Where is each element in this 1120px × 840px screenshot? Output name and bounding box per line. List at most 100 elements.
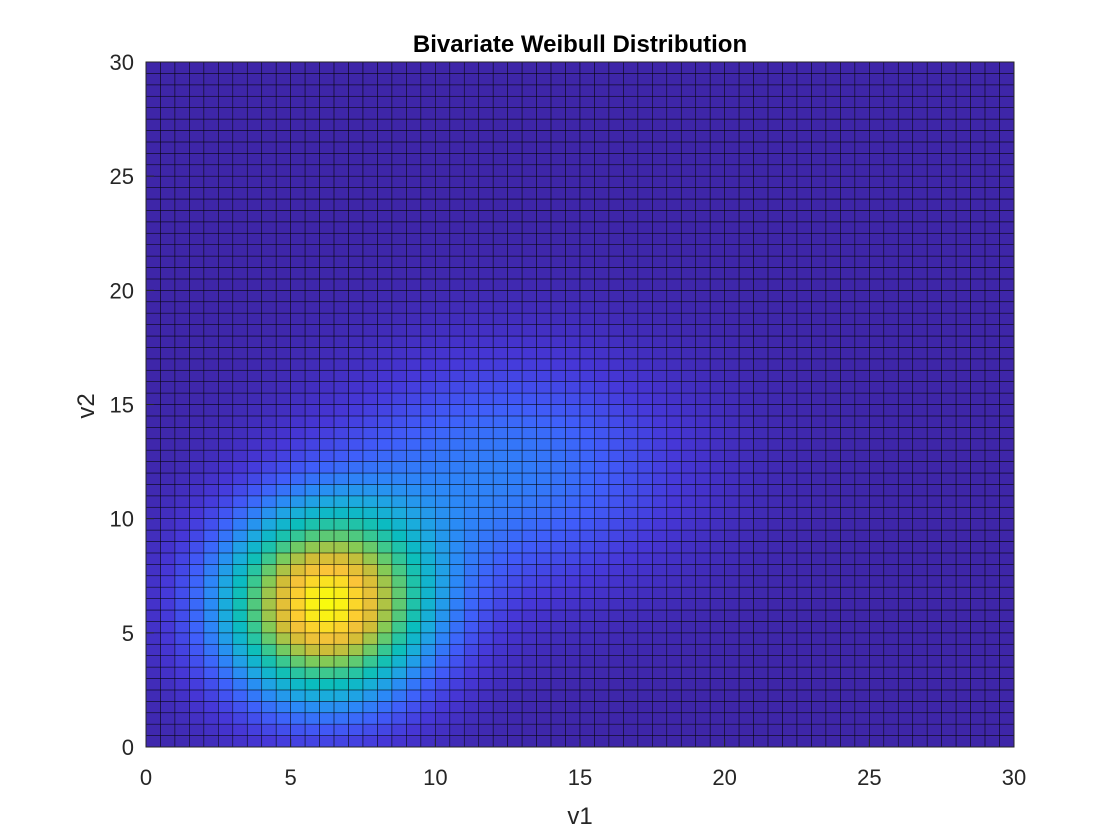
heatmap-cell xyxy=(319,529,335,542)
heatmap-cell xyxy=(594,392,610,405)
heatmap-cell xyxy=(608,575,624,588)
heatmap-cell xyxy=(174,232,190,245)
heatmap-cell xyxy=(246,221,263,234)
heatmap-cell xyxy=(652,324,668,337)
heatmap-cell xyxy=(246,255,263,268)
heatmap-cell xyxy=(463,427,480,440)
heatmap-cell xyxy=(536,609,552,622)
heatmap-cell xyxy=(348,518,364,531)
heatmap-cell xyxy=(897,130,914,143)
heatmap-cell xyxy=(333,164,349,177)
heatmap-cell xyxy=(811,655,827,668)
heatmap-cell xyxy=(955,404,971,417)
heatmap-cell xyxy=(435,438,451,451)
heatmap-cell xyxy=(232,598,248,611)
heatmap-cell xyxy=(290,541,306,554)
heatmap-cell xyxy=(463,666,480,679)
heatmap-cell xyxy=(290,495,306,508)
heatmap-cell xyxy=(695,153,711,166)
heatmap-cell xyxy=(767,392,783,405)
heatmap-cell xyxy=(565,723,581,736)
heatmap-cell xyxy=(680,586,697,599)
heatmap-cell xyxy=(492,598,508,611)
heatmap-cell xyxy=(232,621,248,634)
heatmap-cell xyxy=(507,427,523,440)
heatmap-cell xyxy=(435,107,451,120)
heatmap-cell xyxy=(145,495,161,508)
heatmap-cell xyxy=(232,655,248,668)
heatmap-cell xyxy=(796,586,812,599)
heatmap-cell xyxy=(449,598,465,611)
heatmap-cell xyxy=(377,495,393,508)
heatmap-cell xyxy=(796,84,812,97)
heatmap-cell xyxy=(999,678,1015,691)
heatmap-cell xyxy=(463,586,480,599)
heatmap-cell xyxy=(796,609,812,622)
heatmap-cell xyxy=(999,427,1015,440)
heatmap-cell xyxy=(970,301,986,314)
heatmap-cell xyxy=(811,666,827,679)
heatmap-cell xyxy=(796,198,812,211)
heatmap-cell xyxy=(854,61,870,74)
heatmap-cell xyxy=(666,701,682,714)
heatmap-cell xyxy=(377,518,393,531)
heatmap-cell xyxy=(666,404,682,417)
y-tick-label: 30 xyxy=(110,50,134,75)
heatmap-cell xyxy=(782,210,798,223)
heatmap-cell xyxy=(666,347,682,360)
heatmap-cell xyxy=(391,598,407,611)
heatmap-cell xyxy=(246,358,263,371)
heatmap-cell xyxy=(319,643,335,656)
heatmap-cell xyxy=(767,689,783,702)
heatmap-cell xyxy=(275,427,291,440)
heatmap-cell xyxy=(724,449,740,462)
heatmap-cell xyxy=(970,666,986,679)
heatmap-cell xyxy=(811,678,827,691)
heatmap-cell xyxy=(261,609,277,622)
heatmap-cell xyxy=(912,427,928,440)
heatmap-cell xyxy=(608,598,624,611)
heatmap-cell xyxy=(970,541,986,554)
heatmap-cell xyxy=(160,621,176,634)
heatmap-cell xyxy=(145,586,161,599)
heatmap-cell xyxy=(218,369,234,382)
heatmap-cell xyxy=(941,575,957,588)
heatmap-cell xyxy=(463,735,480,748)
heatmap-cell xyxy=(579,118,595,131)
heatmap-cell xyxy=(637,723,653,736)
heatmap-cell xyxy=(883,95,899,108)
heatmap-cell xyxy=(333,495,349,508)
heatmap-cell xyxy=(521,564,537,577)
heatmap-cell xyxy=(362,187,378,200)
heatmap-cell xyxy=(854,312,870,325)
heatmap-cell xyxy=(521,107,537,120)
heatmap-cell xyxy=(261,141,277,154)
heatmap-cell xyxy=(738,449,754,462)
heatmap-cell xyxy=(261,484,277,497)
heatmap-cell xyxy=(304,723,320,736)
heatmap-cell xyxy=(218,689,234,702)
heatmap-cell xyxy=(724,678,740,691)
heatmap-cell xyxy=(261,666,277,679)
heatmap-cell xyxy=(189,575,205,588)
heatmap-cell xyxy=(478,655,494,668)
heatmap-cell xyxy=(304,564,320,577)
heatmap-cell xyxy=(435,609,451,622)
heatmap-cell xyxy=(492,427,508,440)
heatmap-cell xyxy=(926,495,942,508)
heatmap-cell xyxy=(449,438,465,451)
heatmap-cell xyxy=(420,369,436,382)
heatmap-cell xyxy=(536,153,552,166)
heatmap-cell xyxy=(406,712,422,725)
heatmap-cell xyxy=(507,392,523,405)
heatmap-cell xyxy=(189,255,205,268)
heatmap-cell xyxy=(420,575,436,588)
heatmap-cell xyxy=(521,369,537,382)
heatmap-cell xyxy=(912,472,928,485)
heatmap-cell xyxy=(637,495,653,508)
heatmap-cell xyxy=(536,255,552,268)
heatmap-cell xyxy=(420,118,436,131)
heatmap-cell xyxy=(666,632,682,645)
heatmap-cell xyxy=(246,484,263,497)
heatmap-cell xyxy=(709,495,725,508)
